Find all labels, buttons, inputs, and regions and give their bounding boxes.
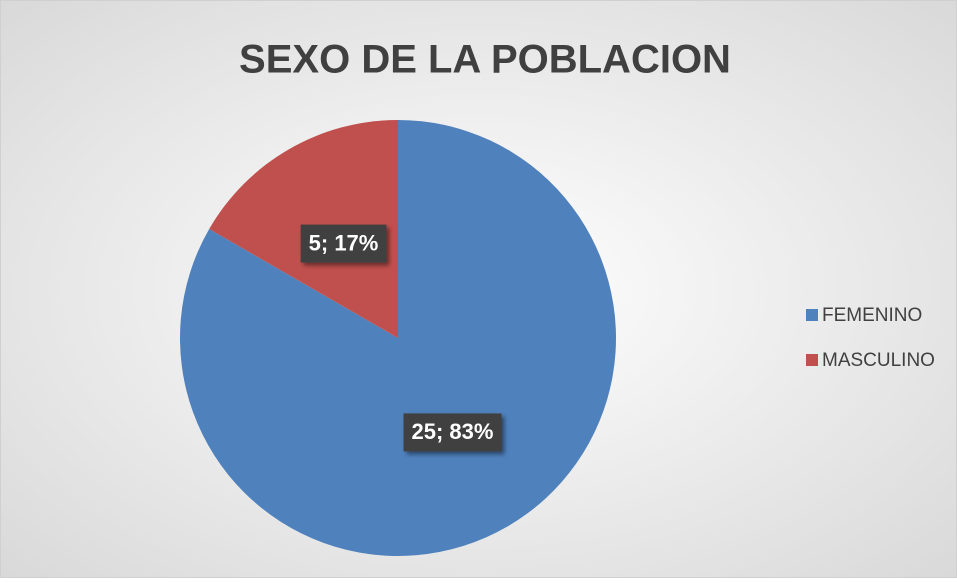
data-label: 5; 17% — [300, 224, 387, 263]
data-label: 25; 83% — [403, 413, 502, 452]
data-label-text: 25; 83% — [412, 419, 494, 444]
legend-swatch — [806, 309, 818, 321]
legend-label: FEMENINO — [822, 305, 922, 326]
legend-swatch — [806, 354, 818, 366]
data-label-box — [300, 224, 387, 263]
data-label-box — [403, 413, 502, 452]
data-label-text: 5; 17% — [309, 230, 379, 255]
legend-label: MASCULINO — [822, 350, 935, 371]
pie-slice — [180, 120, 617, 556]
chart-title: SEXO DE LA POBLACION — [239, 38, 731, 82]
